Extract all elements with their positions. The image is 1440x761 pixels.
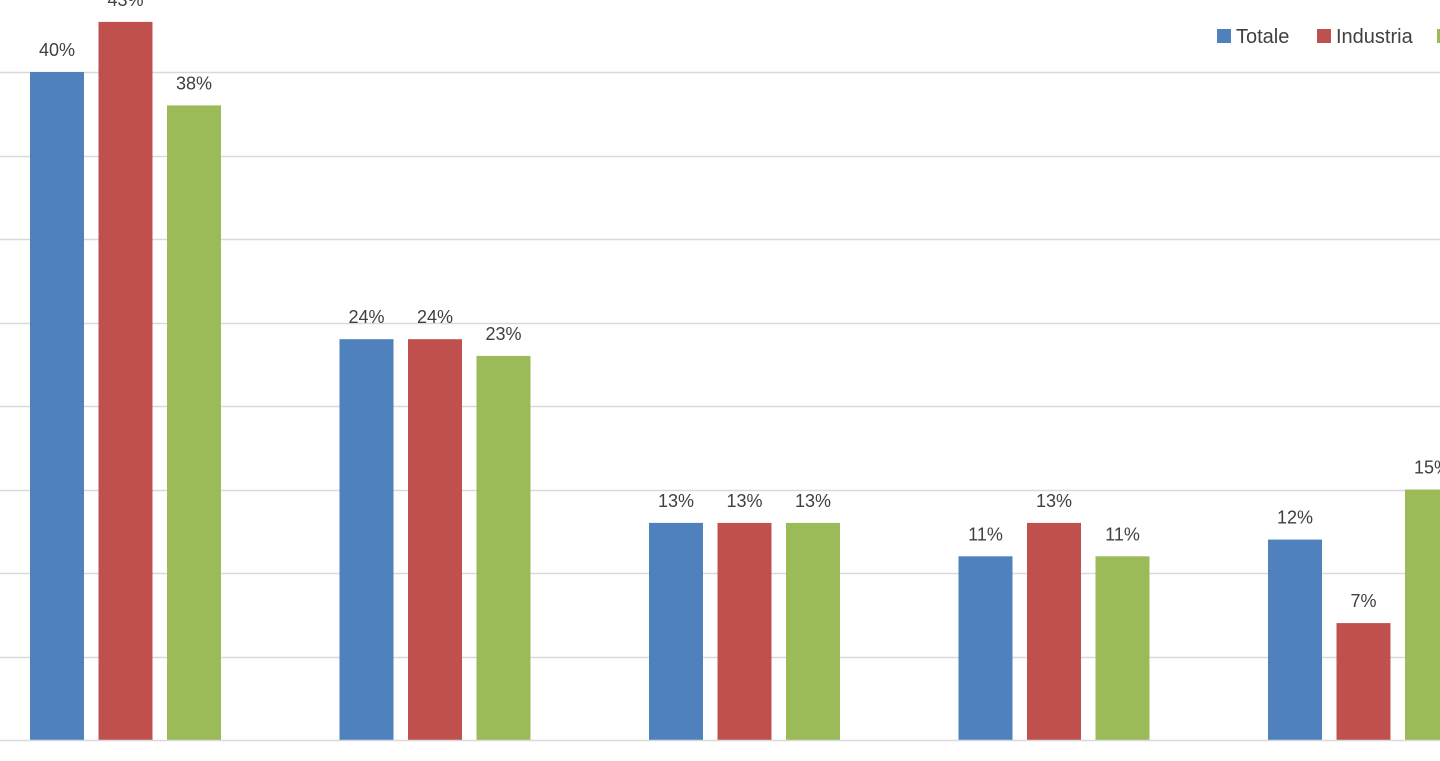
legend: Totale Industria	[1217, 26, 1440, 48]
data-label-group3-series1: 13%	[658, 491, 694, 511]
legend-swatch-series2	[1317, 29, 1331, 43]
data-label-group3-series2: 13%	[726, 491, 762, 511]
legend-swatch-series1	[1217, 29, 1231, 43]
bar-group4-series2	[1027, 522, 1081, 740]
data-label-group4-series3: 11%	[1105, 524, 1140, 544]
gridlines	[0, 71, 1440, 659]
data-label-group5-series3: 15%	[1414, 458, 1440, 478]
legend-swatch-series3	[1437, 29, 1440, 43]
bar-group1-series3	[167, 105, 221, 740]
bar-group5-series3	[1405, 489, 1440, 740]
legend-label-series2: Industria	[1336, 26, 1414, 48]
data-label-group3-series3: 13%	[795, 491, 831, 511]
data-labels: 40% 43% 38% 24% 24% 23% 13% 13% 13% 11% 13% 11% 12% 7…	[39, 0, 1440, 611]
bar-group2-series2	[408, 339, 462, 740]
bar-group3-series3	[786, 522, 840, 740]
data-label-group2-series2: 24%	[417, 307, 453, 327]
data-label-group1-series3: 38%	[176, 73, 212, 93]
legend-label-series1: Totale	[1236, 26, 1289, 48]
bar-group4-series3	[1095, 556, 1150, 740]
bar-group3-series2	[717, 522, 772, 740]
data-label-group5-series1: 12%	[1277, 508, 1313, 528]
data-label-group1-series2: 43%	[107, 0, 143, 10]
bars	[30, 21, 1440, 740]
data-label-group2-series1: 24%	[348, 307, 384, 327]
bar-group5-series1	[1268, 539, 1322, 740]
data-label-group2-series3: 23%	[485, 324, 521, 344]
bar-group4-series1	[958, 556, 1013, 740]
bar-group2-series1	[339, 339, 394, 740]
bar-group1-series2	[98, 21, 153, 740]
bar-group3-series1	[649, 522, 703, 740]
data-label-group4-series2: 13%	[1036, 491, 1072, 511]
data-label-group5-series2: 7%	[1350, 591, 1376, 611]
data-label-group1-series1: 40%	[39, 40, 75, 60]
bar-group5-series2	[1336, 623, 1391, 740]
data-label-group4-series1: 11%	[968, 524, 1003, 544]
bar-group2-series3	[476, 355, 531, 740]
bar-group1-series1	[30, 72, 84, 740]
